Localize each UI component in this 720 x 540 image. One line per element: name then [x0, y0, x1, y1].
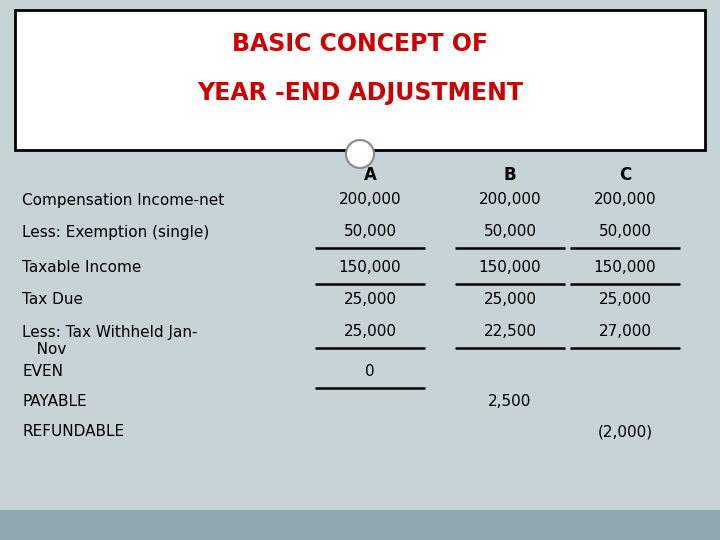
Text: 150,000: 150,000: [594, 260, 657, 275]
Text: 200,000: 200,000: [479, 192, 541, 207]
Text: BASIC CONCEPT OF: BASIC CONCEPT OF: [232, 32, 488, 56]
Text: Tax Due: Tax Due: [22, 293, 83, 307]
Bar: [0, 510, 720, 540]
Text: 200,000: 200,000: [338, 192, 401, 207]
Text: 50,000: 50,000: [484, 225, 536, 240]
Text: EVEN: EVEN: [22, 364, 63, 380]
Text: REFUNDABLE: REFUNDABLE: [22, 424, 124, 440]
Text: Compensation Income-net: Compensation Income-net: [22, 192, 224, 207]
Text: Less: Tax Withheld Jan-: Less: Tax Withheld Jan-: [22, 325, 197, 340]
Text: 2,500: 2,500: [488, 395, 531, 409]
FancyBboxPatch shape: [15, 10, 705, 150]
Text: A: A: [364, 166, 377, 184]
Text: 22,500: 22,500: [484, 325, 536, 340]
Text: B: B: [504, 166, 516, 184]
Circle shape: [346, 140, 374, 168]
Text: (2,000): (2,000): [598, 424, 652, 440]
Text: 50,000: 50,000: [598, 225, 652, 240]
Text: 25,000: 25,000: [343, 325, 397, 340]
Text: 27,000: 27,000: [598, 325, 652, 340]
Text: 25,000: 25,000: [598, 293, 652, 307]
Text: Nov: Nov: [22, 342, 66, 357]
Text: Taxable Income: Taxable Income: [22, 260, 141, 275]
Text: 25,000: 25,000: [484, 293, 536, 307]
Text: Less: Exemption (single): Less: Exemption (single): [22, 225, 210, 240]
Text: 25,000: 25,000: [343, 293, 397, 307]
Text: 0: 0: [365, 364, 375, 380]
Text: 150,000: 150,000: [479, 260, 541, 275]
Text: YEAR -END ADJUSTMENT: YEAR -END ADJUSTMENT: [197, 81, 523, 105]
Text: 150,000: 150,000: [338, 260, 401, 275]
Text: C: C: [619, 166, 631, 184]
Text: PAYABLE: PAYABLE: [22, 395, 86, 409]
Text: 200,000: 200,000: [594, 192, 657, 207]
Text: 50,000: 50,000: [343, 225, 397, 240]
